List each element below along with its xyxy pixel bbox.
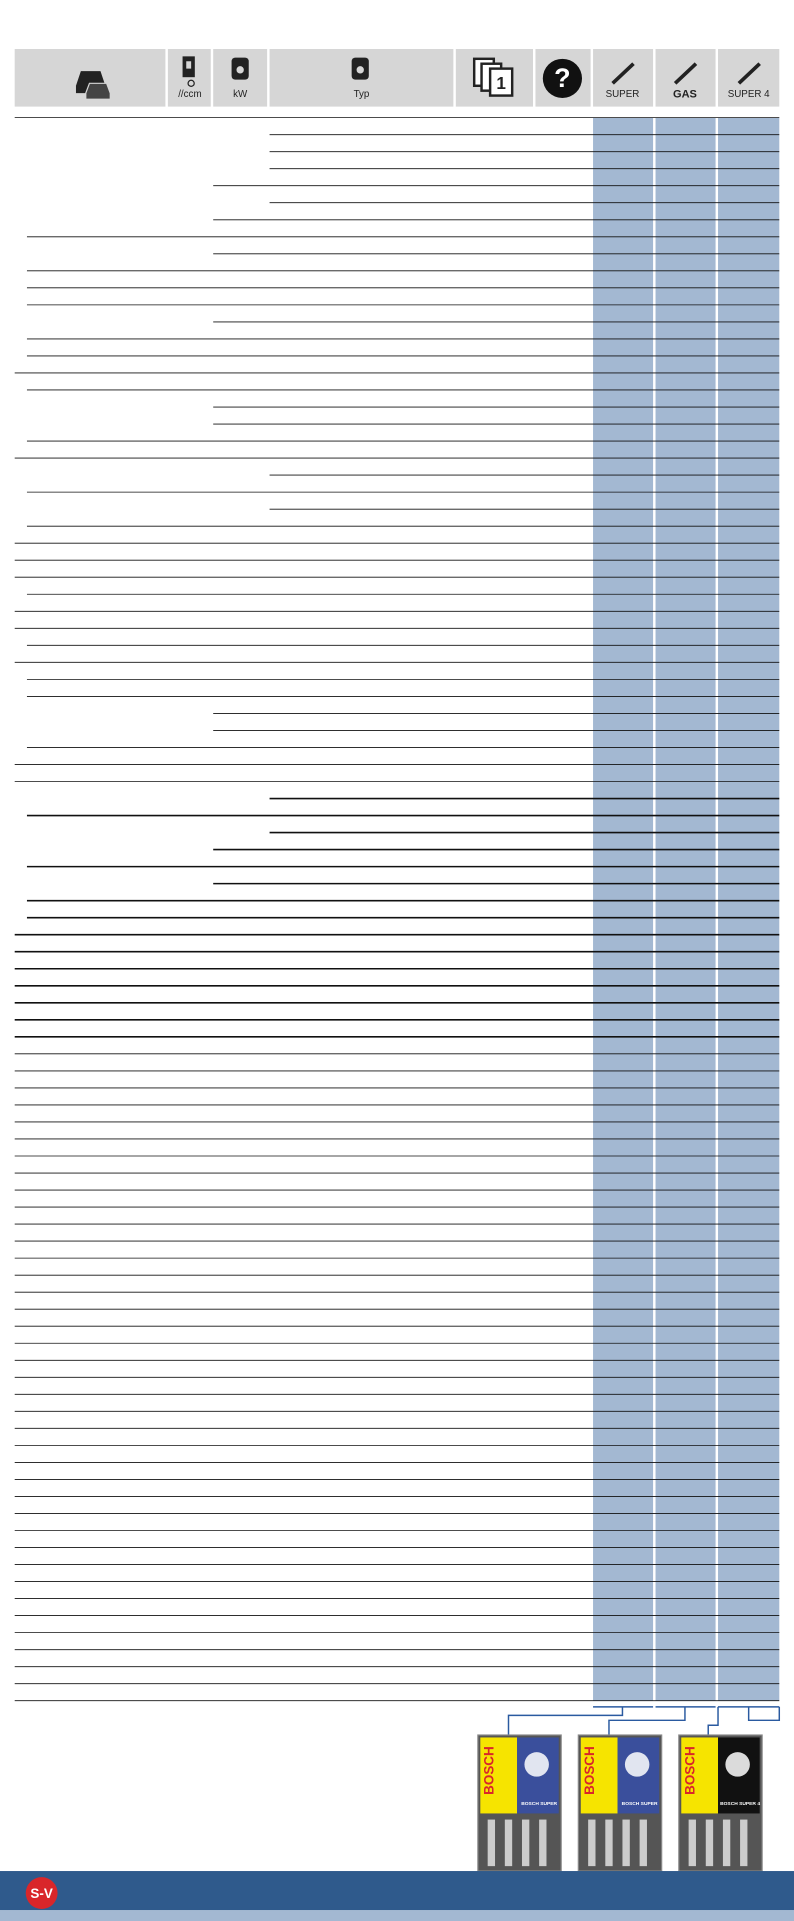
spark [725,1752,750,1777]
package: BOSCH BOSCH SUPER 4 [678,1734,763,1872]
col-label: //ccm [178,89,201,100]
package-yellow [681,1737,719,1814]
package-brand: BOSCH [482,1746,497,1795]
content: 1 ? //ccm kW Typ SUPER GAS SUPER 4 BOSCH… [0,49,794,1921]
plug [688,1819,696,1867]
plug-icons [611,62,761,85]
header-cell [593,49,654,107]
plug [521,1819,530,1867]
type-icon [351,57,369,80]
svg-text:?: ? [554,63,570,93]
plug [639,1819,647,1867]
header-cell [718,49,780,107]
car-icon [75,71,111,100]
plug [487,1819,496,1867]
table-rows [14,117,780,1702]
package-brand: BOSCH [683,1746,698,1795]
plug [504,1819,513,1867]
manual-icon: 1 [472,57,514,97]
package: BOSCH BOSCH SUPER [577,1734,663,1872]
col-label: GAS [673,88,697,100]
blue-column [593,117,654,1701]
package-yellow [480,1737,518,1814]
package-label: BOSCH SUPER [622,1801,658,1807]
spark [524,1752,549,1777]
piston-icon [182,56,195,87]
package-yellow [580,1737,618,1814]
badge-label: S-V [30,1886,52,1901]
table-header: 1 ? //ccm kW Typ SUPER GAS SUPER 4 [14,49,780,107]
plug [605,1819,613,1867]
footer-strip [0,1910,794,1921]
header-cell [655,49,716,107]
col-label: kW [233,89,248,100]
question-icon: ? [542,58,583,99]
svg-text:1: 1 [496,73,506,93]
plug [622,1819,630,1867]
package-brand: BOSCH [582,1746,597,1795]
blue-column [655,117,716,1701]
footer-band [0,1871,794,1911]
blue-column [718,117,780,1701]
package-label: BOSCH SUPER 4 [720,1801,760,1807]
plug [539,1819,547,1867]
plug [588,1819,596,1867]
package: BOSCH BOSCH SUPER [477,1734,562,1872]
col-label: SUPER 4 [728,89,770,100]
col-label: Typ [354,89,370,100]
plug [740,1819,748,1867]
package-label: BOSCH SUPER [521,1801,557,1807]
badge [25,1877,58,1910]
col-label: SUPER [606,89,640,100]
engine-icon [231,57,249,80]
plug [722,1819,731,1867]
spark [624,1752,650,1777]
plug [705,1819,714,1867]
